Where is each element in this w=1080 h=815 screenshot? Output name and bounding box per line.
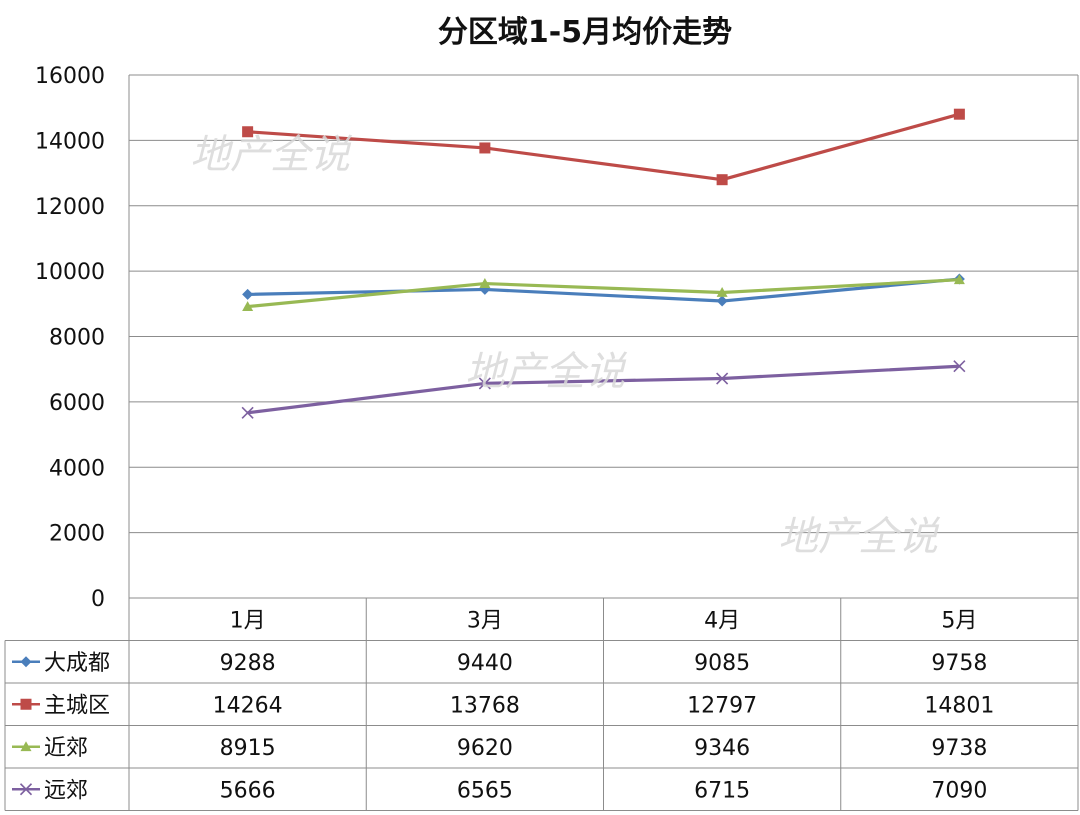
y-tick-label: 8000 xyxy=(49,326,105,351)
table-cell: 14264 xyxy=(213,693,283,718)
chart-title: 分区域1-5月均价走势 xyxy=(438,15,732,50)
data-point xyxy=(242,126,254,138)
table-cell: 9738 xyxy=(931,736,987,761)
watermark: 地产全说 xyxy=(465,349,628,395)
table-cell: 9085 xyxy=(694,651,750,676)
watermark: 地产全说 xyxy=(190,132,353,178)
data-point xyxy=(953,360,966,373)
data-point xyxy=(953,108,965,120)
table-cell: 9288 xyxy=(220,651,276,676)
y-axis-ticks: 0 2000 4000 6000 8000 10000 12000 14000 16000 xyxy=(35,64,105,612)
legend-label: 主城区 xyxy=(44,693,110,718)
y-tick-label: 2000 xyxy=(49,522,105,547)
y-tick-label: 12000 xyxy=(35,195,105,220)
series-3 xyxy=(242,274,965,311)
series-line xyxy=(247,278,960,309)
y-tick-label: 0 xyxy=(91,587,105,612)
series-line xyxy=(247,277,960,303)
data-point xyxy=(716,295,728,307)
table-cell: 5666 xyxy=(220,778,276,803)
table-cell: 6565 xyxy=(457,778,513,803)
table-cell: 8915 xyxy=(220,736,276,761)
marker-stroke xyxy=(241,406,254,419)
legend-key xyxy=(12,656,40,668)
category-label: 3月 xyxy=(467,608,503,633)
y-tick-label: 4000 xyxy=(49,456,105,481)
data-point xyxy=(716,174,728,186)
legend-label: 远郊 xyxy=(44,778,88,803)
y-tick-label: 14000 xyxy=(35,129,105,154)
marker-stroke xyxy=(478,377,491,390)
marker-stroke xyxy=(716,372,729,385)
legend-key-marker xyxy=(20,741,32,752)
data-point xyxy=(953,274,965,285)
series-1 xyxy=(242,273,965,307)
y-tick-label: 10000 xyxy=(35,260,105,285)
legend-key-marker xyxy=(19,783,33,796)
data-point xyxy=(479,278,491,288)
series-2 xyxy=(242,108,965,186)
table-cell: 14801 xyxy=(924,693,994,718)
series-lines xyxy=(241,108,966,419)
category-label: 5月 xyxy=(941,608,977,633)
marker-stroke xyxy=(19,783,33,796)
table-cell: 13768 xyxy=(450,693,520,718)
table-cell: 12797 xyxy=(687,693,757,718)
data-point xyxy=(242,288,254,300)
data-point xyxy=(478,377,491,390)
data-point xyxy=(242,301,254,311)
legend-key-marker xyxy=(20,698,32,710)
legend-key xyxy=(12,741,40,752)
table-cell: 7090 xyxy=(931,778,987,803)
legend-label: 近郊 xyxy=(44,736,88,761)
legend-key xyxy=(12,698,40,710)
table-cell: 9758 xyxy=(931,651,987,676)
category-label: 4月 xyxy=(704,608,740,633)
table-cell: 6715 xyxy=(694,778,750,803)
y-tick-label: 6000 xyxy=(49,391,105,416)
series-line xyxy=(247,364,960,415)
table-cell: 9346 xyxy=(694,736,750,761)
data-point xyxy=(479,142,491,154)
category-label: 1月 xyxy=(230,608,266,633)
marker-stroke xyxy=(953,360,966,373)
legend-key-marker xyxy=(20,656,32,668)
table-cell: 9440 xyxy=(457,651,513,676)
series-4 xyxy=(241,360,966,419)
gridlines xyxy=(128,74,1079,599)
series-line xyxy=(247,112,960,182)
legend-label: 大成都 xyxy=(44,651,110,676)
data-point xyxy=(716,287,728,297)
data-point xyxy=(241,406,254,419)
watermark: 地产全说 xyxy=(778,514,941,560)
table-cell: 9620 xyxy=(457,736,513,761)
legend-key xyxy=(12,783,40,796)
data-point xyxy=(716,372,729,385)
y-tick-label: 16000 xyxy=(35,64,105,89)
